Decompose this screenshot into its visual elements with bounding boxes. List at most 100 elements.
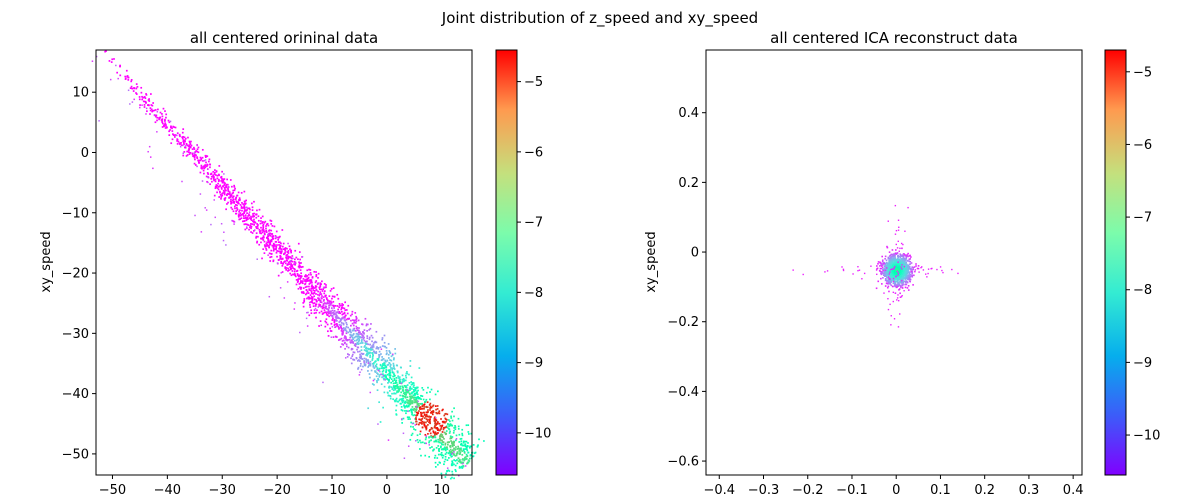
- heatmap-cell: [951, 268, 953, 271]
- heatmap-cell: [274, 235, 277, 237]
- heatmap-cell: [429, 398, 431, 401]
- heatmap-cell: [322, 296, 325, 298]
- heatmap-cell: [223, 231, 225, 234]
- heatmap-cell: [352, 333, 355, 335]
- heatmap-cell: [340, 307, 343, 309]
- heatmap-cell: [375, 347, 378, 350]
- heatmap-cell: [213, 179, 216, 182]
- heatmap-cell: [363, 361, 365, 363]
- heatmap-cell: [328, 311, 330, 314]
- heatmap-cell: [263, 244, 266, 246]
- heatmap-cell: [425, 398, 428, 401]
- heatmap-cell: [337, 297, 340, 300]
- heatmap-cell: [234, 207, 236, 210]
- heatmap-cell: [342, 304, 344, 306]
- heatmap-cell: [898, 226, 900, 228]
- heatmap-cell: [257, 235, 259, 238]
- heatmap-cell: [362, 332, 365, 334]
- heatmap-cell: [462, 448, 465, 450]
- heatmap-cell: [345, 332, 348, 335]
- heatmap-cell: [305, 280, 307, 283]
- heatmap-cell: [279, 257, 282, 260]
- heatmap-cell: [441, 448, 443, 451]
- heatmap-cell: [884, 269, 887, 271]
- heatmap-cell: [461, 444, 464, 447]
- heatmap-cell: [429, 406, 432, 409]
- x-tick-label: −50: [99, 483, 126, 498]
- heatmap-cell: [369, 391, 372, 394]
- heatmap-cell: [402, 400, 405, 402]
- heatmap-cell: [441, 439, 443, 442]
- heatmap-cell: [406, 404, 408, 407]
- heatmap-cell: [369, 348, 371, 350]
- heatmap-cell: [246, 212, 248, 215]
- heatmap-cell: [346, 355, 349, 358]
- heatmap-cell: [168, 134, 171, 136]
- heatmap-cell: [894, 263, 896, 266]
- heatmap-cell: [442, 441, 444, 444]
- heatmap-cell: [270, 252, 273, 255]
- heatmap-cell: [113, 58, 115, 60]
- heatmap-cell: [927, 272, 929, 275]
- heatmap-cell: [268, 243, 271, 246]
- heatmap-cell: [448, 470, 451, 472]
- heatmap-cell: [383, 364, 385, 367]
- heatmap-cell: [890, 268, 892, 271]
- heatmap-cell: [396, 383, 399, 386]
- y-tick-label: 0: [691, 246, 699, 261]
- heatmap-cell: [896, 270, 899, 273]
- heatmap-cell: [359, 342, 362, 345]
- heatmap-cell: [214, 169, 216, 171]
- heatmap-cell: [327, 302, 330, 305]
- heatmap-cell: [186, 154, 189, 156]
- heatmap-cell: [896, 268, 899, 271]
- heatmap-cell: [893, 255, 896, 257]
- heatmap-cell: [340, 324, 342, 327]
- heatmap-cell: [909, 260, 912, 263]
- heatmap-cell: [443, 460, 446, 463]
- heatmap-cell: [332, 317, 334, 320]
- heatmap-cell: [305, 278, 308, 281]
- heatmap-cell: [409, 389, 411, 391]
- heatmap-cell: [129, 87, 132, 89]
- heatmap-cell: [451, 410, 453, 413]
- heatmap-cell: [426, 401, 429, 404]
- heatmap-cell: [281, 229, 284, 231]
- heatmap-cell: [399, 378, 401, 381]
- heatmap-cell: [287, 257, 290, 260]
- heatmap-cell: [901, 294, 903, 297]
- heatmap-cell: [241, 209, 243, 212]
- heatmap-cell: [201, 148, 204, 151]
- heatmap-cell: [389, 363, 392, 366]
- heatmap-cell: [440, 433, 443, 436]
- heatmap-cell: [408, 416, 411, 419]
- heatmap-cell: [382, 363, 384, 365]
- heatmap-cell: [449, 435, 452, 438]
- heatmap-cell: [877, 280, 880, 283]
- heatmap-cell: [226, 192, 229, 195]
- heatmap-cell: [401, 399, 403, 402]
- heatmap-cell: [893, 272, 896, 274]
- heatmap-cell: [395, 377, 398, 379]
- heatmap-cell: [410, 401, 413, 404]
- heatmap-cell: [905, 256, 908, 259]
- heatmap-cell: [173, 136, 176, 138]
- heatmap-cell: [895, 252, 897, 255]
- heatmap-cell: [420, 398, 422, 401]
- heatmap-cell: [415, 401, 418, 404]
- heatmap-cell: [413, 401, 416, 404]
- heatmap-cell: [904, 263, 907, 266]
- heatmap-cell: [418, 367, 421, 369]
- heatmap-cell: [427, 409, 429, 411]
- heatmap-cell: [900, 265, 903, 267]
- heatmap-cell: [156, 131, 158, 133]
- heatmap-cell: [330, 336, 333, 338]
- heatmap-cell: [913, 266, 916, 268]
- heatmap-cell: [899, 262, 902, 264]
- heatmap-cell: [461, 465, 464, 468]
- heatmap-cell: [393, 368, 396, 370]
- heatmap-cell: [176, 143, 179, 145]
- x-tick-label: 0: [383, 483, 391, 498]
- heatmap-cell: [262, 239, 265, 241]
- heatmap-cell: [369, 364, 372, 367]
